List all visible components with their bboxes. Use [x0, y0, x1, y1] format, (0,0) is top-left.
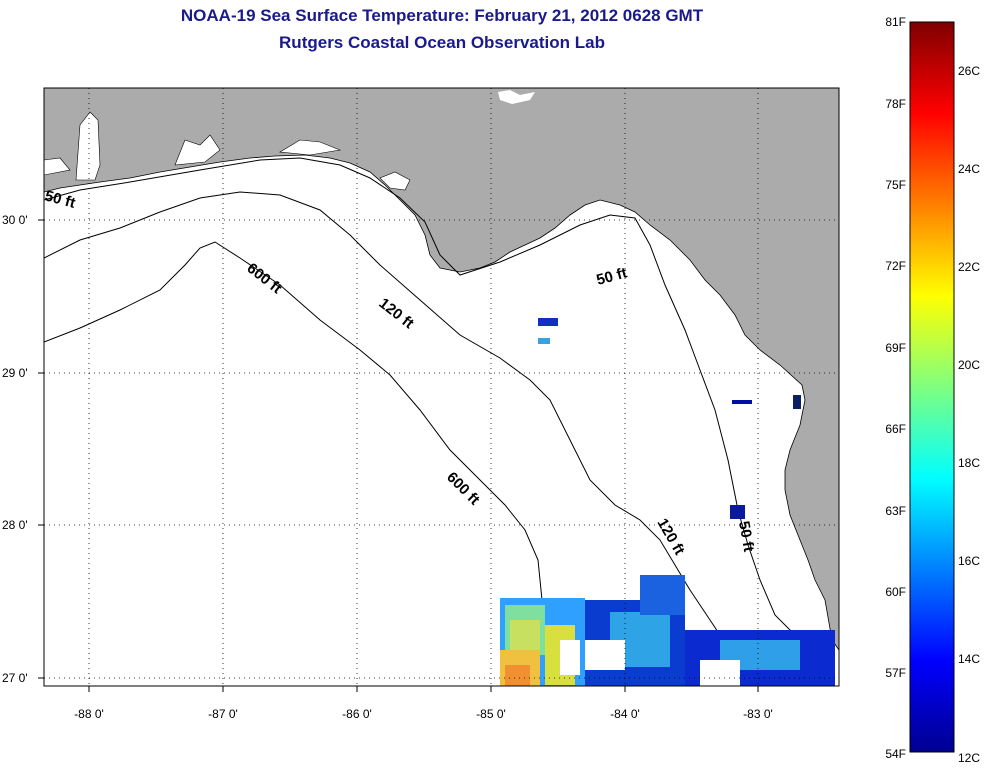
lon-tick-label: -87 0' — [208, 707, 238, 721]
lat-tick-label: 27 0' — [2, 671, 28, 685]
colorbar-c-label: 22C — [958, 260, 980, 274]
colorbar-c-label: 24C — [958, 162, 980, 176]
lon-tick-label: -85 0' — [476, 707, 506, 721]
lon-tick-label: -88 0' — [74, 707, 104, 721]
map-subtitle: Rutgers Coastal Ocean Observation Lab — [279, 33, 605, 52]
colorbar-f-label: 75F — [885, 178, 906, 192]
colorbar-c-label: 18C — [958, 456, 980, 470]
colorbar-f-label: 78F — [885, 97, 906, 111]
contour-600ft — [44, 241, 553, 686]
colorbar: 81F 78F 75F 72F 69F 66F 63F 60F 57F 54F … — [885, 15, 980, 765]
colorbar-f-label: 72F — [885, 259, 906, 273]
colorbar-f-label: 66F — [885, 422, 906, 436]
lat-tick-label: 28 0' — [2, 518, 28, 532]
lat-tick-label: 29 0' — [2, 366, 28, 380]
lon-tick-label: -83 0' — [743, 707, 773, 721]
contour-label: 50 ft — [735, 520, 757, 553]
lat-tick-label: 30 0' — [2, 213, 28, 227]
lon-tick-label: -86 0' — [342, 707, 372, 721]
colorbar-c-label: 20C — [958, 358, 980, 372]
colorbar-c-label: 26C — [958, 64, 980, 78]
colorbar-c-label: 16C — [958, 554, 980, 568]
colorbar-f-label: 69F — [885, 341, 906, 355]
contour-120ft — [44, 191, 751, 681]
colorbar-f-label: 57F — [885, 666, 906, 680]
lon-tick-label: -84 0' — [610, 707, 640, 721]
colorbar-f-label: 54F — [885, 747, 906, 761]
colorbar-f-label: 81F — [885, 15, 906, 29]
colorbar-c-label: 12C — [958, 751, 980, 765]
map-title: NOAA-19 Sea Surface Temperature: Februar… — [180, 6, 704, 25]
map-frame — [43, 87, 840, 687]
land — [44, 88, 839, 651]
sst-data — [500, 318, 835, 686]
colorbar-f-label: 60F — [885, 585, 906, 599]
contour-50ft — [44, 157, 831, 666]
colorbar-f-label: 63F — [885, 504, 906, 518]
colorbar-c-label: 14C — [958, 652, 980, 666]
